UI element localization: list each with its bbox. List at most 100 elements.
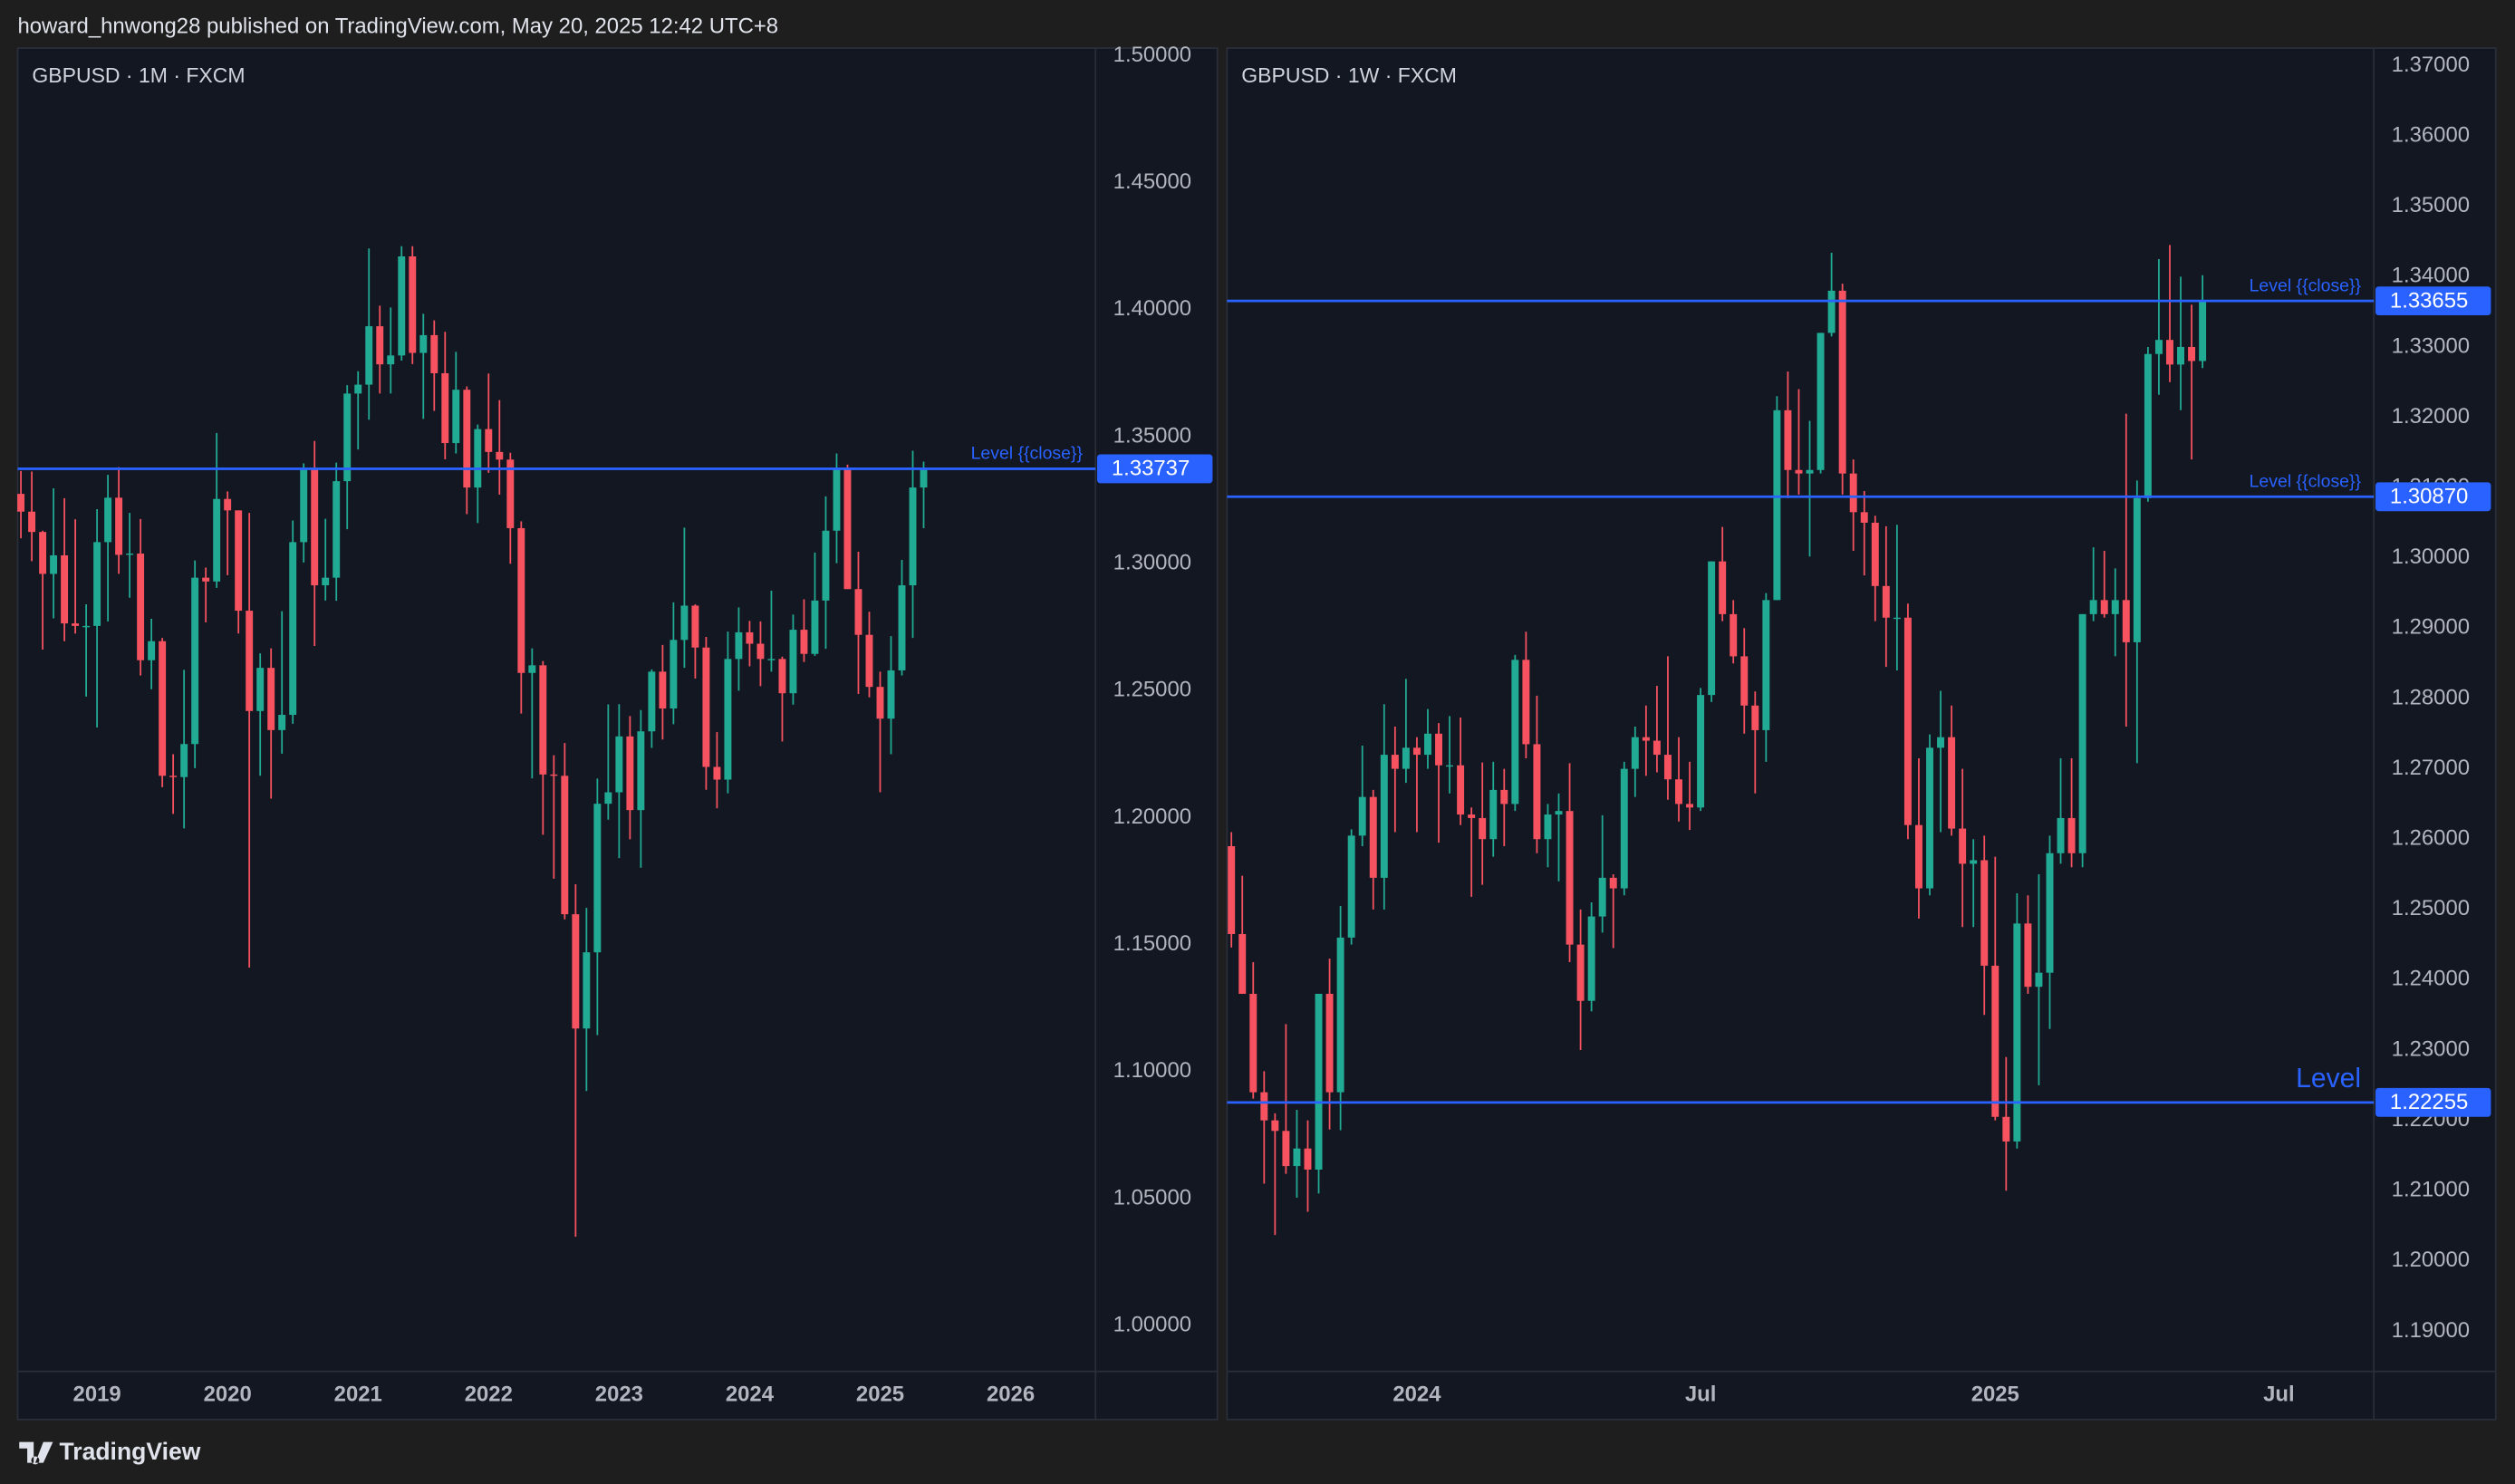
candle-body xyxy=(876,687,884,719)
chart-title: GBPUSD · 1M · FXCM xyxy=(32,63,245,87)
candle-body xyxy=(82,625,91,628)
candle-body xyxy=(343,393,352,482)
candle-body xyxy=(1740,656,1749,706)
y-tick-label: 1.25000 xyxy=(2392,896,2470,920)
candle-body xyxy=(72,623,80,626)
candle-body xyxy=(61,554,69,624)
candle-body xyxy=(463,390,471,488)
candle-body xyxy=(1991,965,1999,1117)
y-tick-label: 1.25000 xyxy=(1113,678,1191,702)
candle-body xyxy=(1271,1120,1279,1132)
x-tick-label: 2019 xyxy=(73,1383,121,1407)
y-tick-label: 1.21000 xyxy=(2392,1178,2470,1202)
candle-body xyxy=(756,643,765,660)
candle-body xyxy=(1479,817,1487,840)
candle-body xyxy=(1500,789,1508,805)
price-tag xyxy=(2375,482,2491,512)
candle-body xyxy=(300,469,308,543)
candle-body xyxy=(1631,737,1639,769)
candle-body xyxy=(680,605,689,641)
y-tick-label: 1.35000 xyxy=(1113,423,1191,448)
x-tick-label: 2025 xyxy=(1971,1383,2019,1407)
candle-body xyxy=(2089,600,2097,614)
candle-body xyxy=(93,542,101,626)
candle-body xyxy=(50,554,58,574)
candle-body xyxy=(441,372,449,444)
candle-body xyxy=(670,640,678,709)
candle-body xyxy=(376,326,384,365)
candle-body xyxy=(1347,835,1355,938)
price-tag xyxy=(1096,454,1213,484)
candle-body xyxy=(496,451,504,460)
candle-body xyxy=(778,659,786,694)
candle-body xyxy=(1620,768,1628,889)
candle-body xyxy=(1598,877,1606,917)
candle-body xyxy=(1959,828,1967,864)
y-tick-label: 1.10000 xyxy=(1113,1058,1191,1083)
candle-body xyxy=(1773,410,1781,601)
candle-body xyxy=(1937,737,1945,748)
x-tick-label: 2026 xyxy=(987,1383,1035,1407)
candle-body xyxy=(2188,346,2196,361)
y-tick-label: 1.37000 xyxy=(2392,53,2470,77)
y-tick-label: 1.34000 xyxy=(2392,264,2470,288)
y-tick-label: 1.40000 xyxy=(1113,296,1191,321)
candle-body xyxy=(148,641,156,660)
x-tick-label: Jul xyxy=(2263,1383,2295,1407)
candle-body xyxy=(104,497,112,543)
y-tick-label: 1.23000 xyxy=(2392,1036,2470,1061)
candle-body xyxy=(1871,522,1879,586)
y-tick-label: 1.28000 xyxy=(2392,685,2470,709)
candle-body xyxy=(256,668,265,711)
candle-body xyxy=(1697,695,1705,808)
candle-body xyxy=(1708,561,1716,696)
candle-body xyxy=(1806,469,1814,474)
candle-body xyxy=(702,647,710,767)
candle-body xyxy=(887,670,895,719)
candle-body xyxy=(1238,933,1247,994)
candle-body xyxy=(1555,811,1563,815)
candle-body xyxy=(474,429,482,488)
candle-body xyxy=(1784,410,1792,470)
level-label: Level xyxy=(2296,1064,2361,1094)
candle-body xyxy=(1402,747,1410,769)
y-tick-label: 1.30000 xyxy=(2392,544,2470,569)
candle-body xyxy=(191,577,199,745)
candle-body xyxy=(593,804,602,953)
candle-body xyxy=(1903,617,1912,825)
x-tick-label: 2024 xyxy=(726,1383,775,1407)
price-tag xyxy=(2375,286,2491,316)
pane-background xyxy=(16,47,1219,1421)
candle-body xyxy=(833,468,841,531)
candle-body xyxy=(1544,814,1552,840)
candle-body xyxy=(746,631,754,644)
candle-body xyxy=(1948,737,1956,829)
candle-body xyxy=(452,390,460,444)
y-tick-label: 1.30000 xyxy=(1113,551,1191,575)
x-tick-label: Jul xyxy=(1685,1383,1717,1407)
candle-body xyxy=(1576,944,1585,1001)
candle-body xyxy=(115,497,123,555)
candle-body xyxy=(2111,600,2119,614)
candle-body xyxy=(2024,923,2032,988)
x-tick-label: 2022 xyxy=(465,1383,513,1407)
candle-body xyxy=(1457,765,1465,815)
candle-body xyxy=(767,659,776,660)
candle-body xyxy=(1566,811,1574,945)
candle-body xyxy=(137,554,145,660)
candle-body xyxy=(506,459,515,528)
candle-body xyxy=(1489,789,1498,840)
candle-body xyxy=(387,355,395,365)
candle-body xyxy=(1369,796,1377,878)
level-label: Level {{close}} xyxy=(2250,471,2362,491)
candle-body xyxy=(1719,561,1727,614)
level-label: Level {{close}} xyxy=(971,444,1084,464)
candle-body xyxy=(1926,747,1933,889)
candle-body xyxy=(28,511,36,533)
candle-body xyxy=(1358,796,1366,836)
candle-body xyxy=(235,510,243,612)
candle-body xyxy=(604,792,612,805)
candle-body xyxy=(800,630,808,654)
candle-body xyxy=(1893,617,1901,620)
